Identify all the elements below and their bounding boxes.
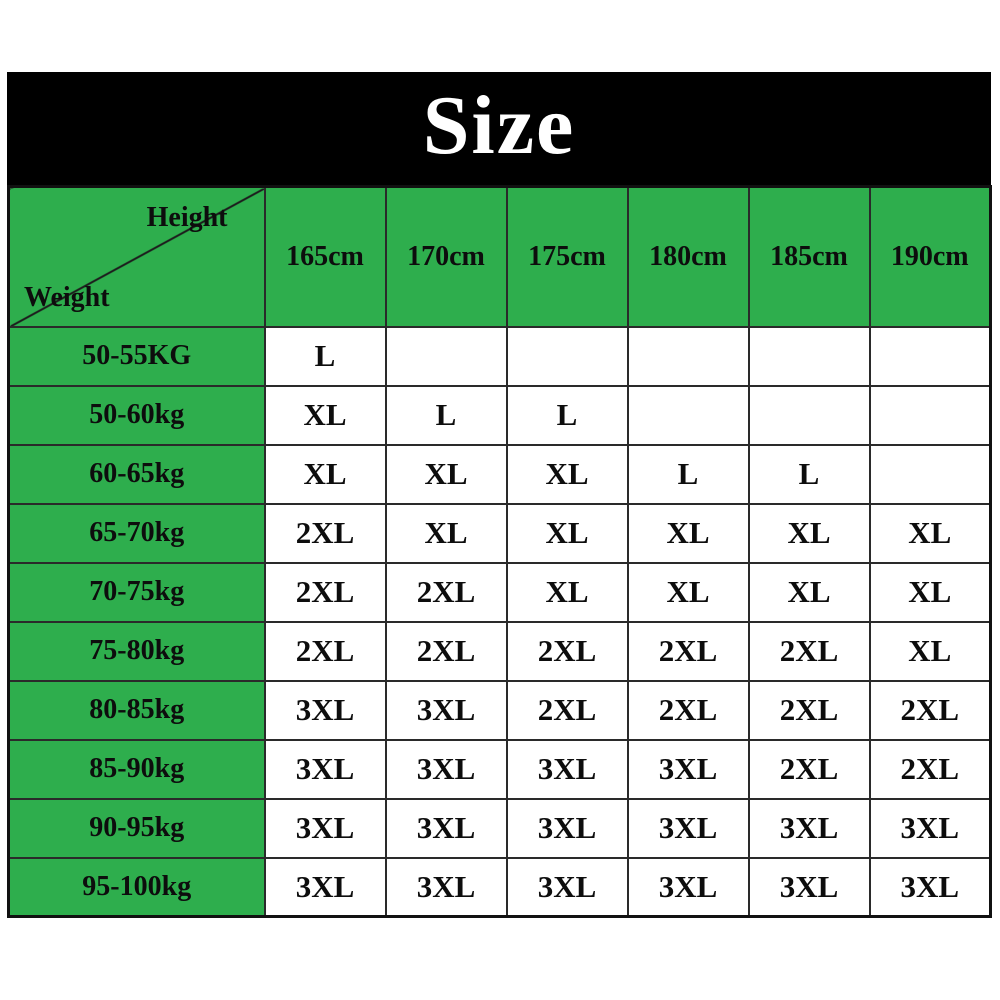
size-table-body: 50-55KG L 50-60kg XL L L 60-65kg XL XL XL L L 65-70k… [7,325,992,918]
size-cell: 3XL [505,797,629,859]
size-cell: XL [868,561,992,623]
size-cell: 3XL [868,856,992,918]
size-table: Height Weight 165cm 170cm 175cm 180cm 185cm 1… [7,185,992,918]
size-cell: 2XL [384,620,508,682]
size-cell [868,325,992,387]
size-cell: 2XL [626,620,750,682]
size-cell: XL [263,384,387,446]
size-cell: L [747,443,871,505]
title-banner: Size [7,72,991,185]
size-cell: 2XL [747,620,871,682]
size-cell: XL [626,561,750,623]
height-axis-label: Height [146,202,228,233]
height-column-header: 190cm [868,185,992,328]
size-cell: 3XL [626,738,750,800]
size-cell: 3XL [384,856,508,918]
height-column-header: 170cm [384,185,508,328]
size-cell [747,384,871,446]
size-cell: XL [505,561,629,623]
size-cell: 2XL [626,679,750,741]
table-row: 75-80kg 2XL 2XL 2XL 2XL 2XL XL [7,620,992,682]
table-row: 65-70kg 2XL XL XL XL XL XL [7,502,992,564]
size-cell [747,325,871,387]
size-cell: XL [384,502,508,564]
size-cell: 2XL [263,620,387,682]
weight-axis-label: Weight [24,281,110,313]
weight-row-header: 85-90kg [7,738,266,800]
size-cell: L [384,384,508,446]
weight-row-header: 70-75kg [7,561,266,623]
size-cell: 3XL [263,856,387,918]
weight-row-header: 95-100kg [7,856,266,918]
weight-row-header: 50-60kg [7,384,266,446]
size-cell: 2XL [747,679,871,741]
weight-row-header: 50-55KG [7,325,266,387]
size-cell [626,384,750,446]
table-row: 50-55KG L [7,325,992,387]
size-cell: 2XL [505,620,629,682]
size-cell: XL [384,443,508,505]
size-cell: XL [747,502,871,564]
size-cell: 3XL [626,797,750,859]
size-cell: 3XL [868,797,992,859]
size-cell: 3XL [263,738,387,800]
table-row: 95-100kg 3XL 3XL 3XL 3XL 3XL 3XL [7,856,992,918]
size-cell [626,325,750,387]
size-cell: 3XL [384,797,508,859]
size-cell: 2XL [263,561,387,623]
height-column-header: 185cm [747,185,871,328]
size-cell: 2XL [384,561,508,623]
weight-row-header: 90-95kg [7,797,266,859]
table-row: 50-60kg XL L L [7,384,992,446]
table-row: 60-65kg XL XL XL L L [7,443,992,505]
size-cell: 2XL [868,738,992,800]
size-cell: 3XL [505,738,629,800]
size-cell [868,384,992,446]
table-row: 70-75kg 2XL 2XL XL XL XL XL [7,561,992,623]
corner-cell: Height Weight [7,185,266,328]
size-cell: XL [626,502,750,564]
size-cell: 2XL [868,679,992,741]
size-cell [868,443,992,505]
size-cell: 3XL [384,738,508,800]
size-cell: XL [868,620,992,682]
size-cell: L [626,443,750,505]
size-cell: XL [263,443,387,505]
chart-title: Size [422,78,576,172]
size-cell: 3XL [505,856,629,918]
height-column-header: 180cm [626,185,750,328]
weight-row-header: 65-70kg [7,502,266,564]
size-cell [384,325,508,387]
size-cell: 3XL [747,797,871,859]
size-cell: XL [505,443,629,505]
size-cell: XL [747,561,871,623]
size-cell: L [505,384,629,446]
height-column-header: 175cm [505,185,629,328]
height-column-header: 165cm [263,185,387,328]
weight-row-header: 80-85kg [7,679,266,741]
size-cell: 3XL [626,856,750,918]
size-cell: 3XL [747,856,871,918]
table-row: 90-95kg 3XL 3XL 3XL 3XL 3XL 3XL [7,797,992,859]
size-cell: XL [868,502,992,564]
size-cell: 3XL [263,797,387,859]
size-cell: 3XL [263,679,387,741]
size-cell: L [263,325,387,387]
table-row: 85-90kg 3XL 3XL 3XL 3XL 2XL 2XL [7,738,992,800]
weight-row-header: 75-80kg [7,620,266,682]
table-row: 80-85kg 3XL 3XL 2XL 2XL 2XL 2XL [7,679,992,741]
size-cell: XL [505,502,629,564]
size-cell: 3XL [384,679,508,741]
size-cell [505,325,629,387]
header-row: Height Weight 165cm 170cm 175cm 180cm 185cm 1… [7,185,992,328]
size-cell: 2XL [505,679,629,741]
size-cell: 2XL [263,502,387,564]
size-cell: 2XL [747,738,871,800]
weight-row-header: 60-65kg [7,443,266,505]
